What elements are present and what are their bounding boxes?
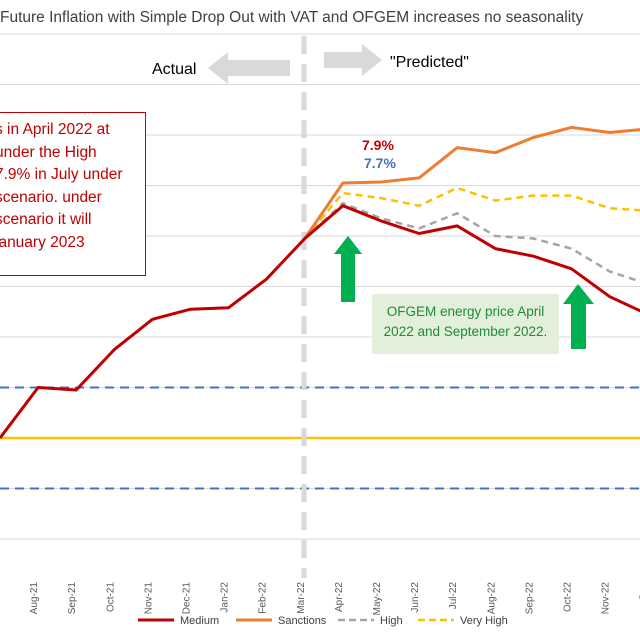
x-tick-label: Aug-21 — [29, 582, 40, 615]
up-arrow-icon — [563, 284, 594, 349]
series-lines — [0, 125, 640, 439]
legend-label-very-high: Very High — [460, 615, 508, 627]
x-tick-label: Nov-22 — [601, 582, 612, 615]
callout-line: OFGEM energy price April — [386, 304, 545, 319]
callout-line: january 2023 — [0, 233, 85, 251]
data-label-7-7: 7.7% — [364, 155, 396, 171]
x-tick-label: Feb-22 — [258, 582, 269, 614]
x-tick-label: Dec-21 — [182, 582, 193, 615]
legend-label-high: High — [380, 615, 403, 627]
annotation-callout-ofgem: OFGEM energy price April 2022 and Septem… — [372, 294, 559, 354]
x-tick-label: Jun-22 — [410, 582, 421, 613]
callout-line: s in April 2022 at — [0, 121, 110, 138]
x-tick-label: Jul-22 — [448, 582, 459, 610]
legend: Medium Sanctions High Very High — [138, 615, 508, 627]
callout-line: under the High — [0, 143, 97, 161]
data-label-7-9: 7.9% — [362, 137, 394, 153]
series-line-very-high — [303, 186, 640, 240]
legend-label-sanctions: Sanctions — [278, 615, 327, 627]
series-line-medium — [0, 204, 640, 439]
region-label-predicted: "Predicted" — [390, 54, 469, 71]
x-tick-label: Nov-21 — [143, 582, 154, 615]
callout-line: 7.9% in July under — [0, 166, 123, 183]
callout-line: 2022 and September 2022. — [383, 324, 548, 339]
reference-lines — [0, 386, 640, 490]
x-tick-label: Apr-22 — [334, 582, 345, 612]
left-arrow-icon — [208, 52, 290, 84]
right-arrow-icon — [324, 44, 382, 76]
x-tick-label: Dec — [639, 582, 640, 600]
chart-title: Future Inflation with Simple Drop Out wi… — [0, 9, 583, 26]
legend-label-medium: Medium — [180, 615, 219, 627]
region-label-actual: Actual — [152, 61, 196, 78]
x-tick-label: May-22 — [372, 582, 383, 616]
x-tick-label: Sep-22 — [524, 582, 535, 615]
x-tick-labels: Aug-21 Sep-21 Oct-21 Nov-21 Dec-21 Jan-22 Feb-… — [29, 582, 640, 616]
x-tick-label: Mar-22 — [296, 582, 307, 614]
x-tick-label: Oct-22 — [563, 582, 574, 612]
x-tick-label: Oct-21 — [105, 582, 116, 612]
series-line-sanctions — [303, 125, 640, 240]
gridlines — [0, 33, 640, 540]
x-tick-label: Jan-22 — [220, 582, 231, 613]
callout-line: scenario it will — [0, 211, 92, 228]
x-tick-label: Sep-21 — [67, 582, 78, 615]
annotation-callout-left: s in April 2022 at under the High 7.9% i… — [0, 112, 146, 276]
series-line-high — [303, 201, 640, 283]
callout-line: scenario. under — [0, 188, 102, 206]
up-arrow-icon — [334, 236, 362, 302]
x-tick-label: Aug-22 — [486, 582, 497, 615]
